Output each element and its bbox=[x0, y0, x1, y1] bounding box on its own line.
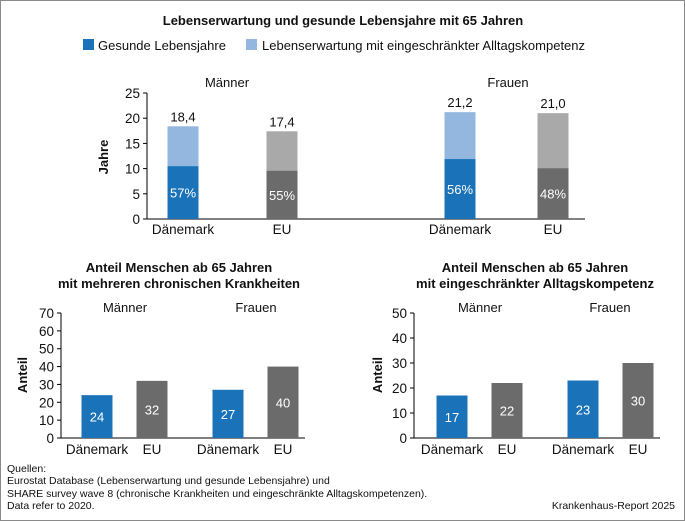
left-bar-value-label: 40 bbox=[276, 395, 290, 410]
right-chart-title-line1: Anteil Menschen ab 65 Jahren bbox=[442, 260, 628, 275]
top-chart-title: Lebenserwartung und gesunde Lebensjahre … bbox=[163, 13, 524, 28]
top-bar-total-label: 17,4 bbox=[269, 114, 294, 129]
top-group-label-maenner: Männer bbox=[205, 75, 250, 90]
left-bar bbox=[267, 366, 299, 438]
right-y-tick-label: 10 bbox=[392, 406, 407, 421]
top-bar-limited bbox=[167, 126, 199, 167]
left-group-label-frauen: Frauen bbox=[235, 300, 276, 315]
top-y-tick-label: 5 bbox=[132, 187, 140, 202]
right-cat-label-eu-f: EU bbox=[629, 442, 648, 457]
left-chart-title-line2: mit mehreren chronischen Krankheiten bbox=[58, 276, 300, 291]
footer-line: Eurostat Database (Lebenserwartung und g… bbox=[7, 475, 330, 488]
left-cat-label-daenemark-m: Dänemark bbox=[66, 442, 129, 457]
top-bar-healthy bbox=[167, 166, 199, 219]
top-group-label-frauen: Frauen bbox=[487, 75, 528, 90]
left-y-tick-label: 0 bbox=[46, 431, 54, 446]
report-source: Krankenhaus-Report 2025 bbox=[551, 500, 675, 512]
right-chart-title-line2: mit eingeschränkter Alltagskompetenz bbox=[416, 276, 654, 291]
left-y-tick-label: 10 bbox=[39, 413, 54, 428]
top-bar-healthy bbox=[266, 170, 298, 219]
right-bar bbox=[567, 380, 599, 438]
right-group-label-frauen: Frauen bbox=[589, 300, 630, 315]
legend-swatch-limited bbox=[246, 39, 257, 50]
right-y-tick-label: 40 bbox=[392, 331, 407, 346]
top-cat-label-eu-f: EU bbox=[544, 222, 563, 237]
right-y-tick-label: 20 bbox=[392, 381, 407, 396]
left-cat-label-eu-m: EU bbox=[143, 442, 162, 457]
top-bar-pct-label: 57% bbox=[170, 186, 196, 201]
left-bar bbox=[212, 389, 244, 438]
top-bar-total-label: 21,0 bbox=[540, 96, 565, 111]
right-cat-label-daenemark-m: Dänemark bbox=[421, 442, 484, 457]
top-bar-limited bbox=[537, 113, 569, 169]
right-bar bbox=[436, 395, 468, 438]
left-y-tick-label: 60 bbox=[39, 324, 54, 339]
footer-line: Quellen: bbox=[7, 463, 47, 475]
left-cat-label-eu-f: EU bbox=[274, 442, 293, 457]
left-bar bbox=[81, 395, 113, 438]
right-cat-label-eu-m: EU bbox=[498, 442, 517, 457]
left-bar-value-label: 24 bbox=[90, 410, 104, 425]
chart-marks: 0 5 10 15 20 25 57% 18,4 55% 17,4 56% 21,2 48% 21,0 0 1… bbox=[39, 86, 660, 446]
right-bar-value-label: 17 bbox=[445, 410, 459, 425]
top-chart-ylabel: Jahre bbox=[96, 140, 111, 175]
top-y-tick-label: 15 bbox=[125, 136, 140, 151]
right-y-tick-label: 30 bbox=[392, 356, 407, 371]
left-y-tick-label: 30 bbox=[39, 377, 54, 392]
top-y-tick-label: 20 bbox=[125, 111, 140, 126]
left-y-tick-label: 40 bbox=[39, 360, 54, 375]
right-y-tick-label: 50 bbox=[392, 306, 407, 321]
top-y-tick-label: 10 bbox=[125, 162, 140, 177]
right-bar-value-label: 30 bbox=[631, 394, 645, 409]
left-cat-label-daenemark-f: Dänemark bbox=[197, 442, 260, 457]
top-bar-pct-label: 56% bbox=[447, 182, 473, 197]
top-bar-pct-label: 48% bbox=[540, 187, 566, 202]
left-y-tick-label: 70 bbox=[39, 306, 54, 321]
right-cat-label-daenemark-f: Dänemark bbox=[552, 442, 615, 457]
footer-line: SHARE survey wave 8 (chronische Krankhei… bbox=[7, 487, 428, 500]
top-bar-limited bbox=[266, 131, 298, 171]
top-y-tick-label: 0 bbox=[132, 212, 140, 227]
top-bar-pct-label: 55% bbox=[269, 188, 295, 203]
left-chart-ylabel: Anteil bbox=[15, 357, 30, 393]
footer-notes: Quellen: Eurostat Database (Lebenserwart… bbox=[7, 463, 427, 512]
left-bar-value-label: 32 bbox=[145, 402, 159, 417]
left-chart-title-line1: Anteil Menschen ab 65 Jahren bbox=[86, 260, 272, 275]
left-bar-value-label: 27 bbox=[221, 407, 235, 422]
left-bar bbox=[136, 380, 168, 438]
top-bar-total-label: 18,4 bbox=[170, 109, 195, 124]
top-bar-healthy bbox=[537, 168, 569, 219]
legend-label-limited: Lebenserwartung mit eingeschränkter Allt… bbox=[262, 38, 585, 53]
right-bar bbox=[622, 363, 654, 438]
right-y-tick-label: 0 bbox=[399, 431, 407, 446]
right-bar-value-label: 23 bbox=[576, 402, 590, 417]
legend-label-healthy: Gesunde Lebensjahre bbox=[98, 38, 226, 53]
top-cat-label-eu-m: EU bbox=[273, 222, 292, 237]
right-chart-ylabel: Anteil bbox=[370, 357, 385, 393]
top-y-tick-label: 25 bbox=[125, 86, 140, 101]
top-cat-label-daenemark-f: Dänemark bbox=[429, 222, 492, 237]
legend-swatch-healthy bbox=[83, 39, 94, 50]
left-group-label-maenner: Männer bbox=[103, 300, 148, 315]
top-cat-label-daenemark-m: Dänemark bbox=[152, 222, 215, 237]
top-bar-total-label: 21,2 bbox=[447, 95, 472, 110]
top-bar-healthy bbox=[444, 159, 476, 219]
footer-line: Data refer to 2020. bbox=[7, 499, 95, 512]
left-y-tick-label: 20 bbox=[39, 395, 54, 410]
right-bar-value-label: 22 bbox=[500, 404, 514, 419]
right-group-label-maenner: Männer bbox=[458, 300, 503, 315]
left-y-tick-label: 50 bbox=[39, 342, 54, 357]
right-bar bbox=[491, 383, 523, 438]
top-bar-limited bbox=[444, 112, 476, 160]
